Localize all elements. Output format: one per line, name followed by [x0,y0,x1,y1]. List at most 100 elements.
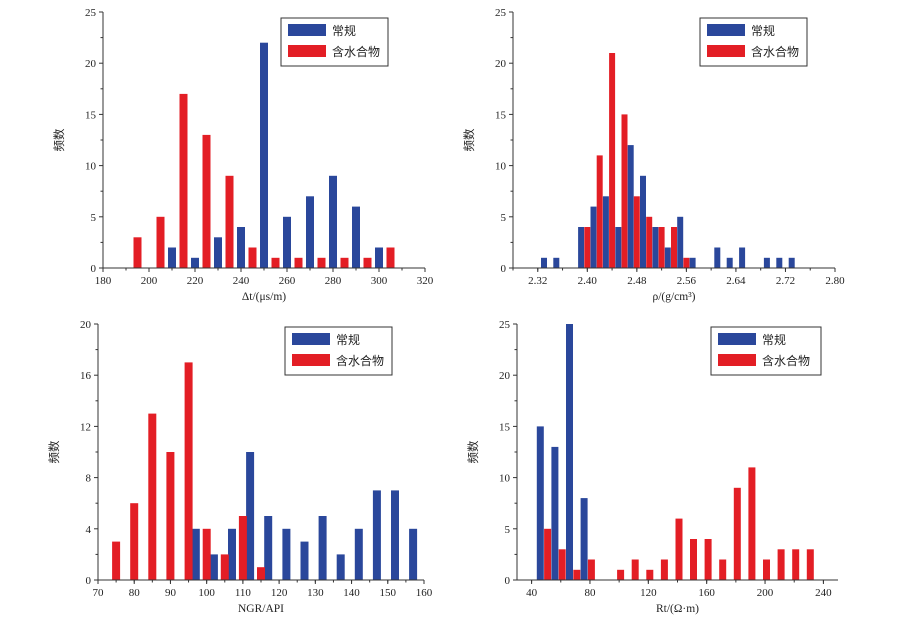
bar-series1 [228,528,236,580]
y-tick-label: 10 [85,161,97,173]
bar-series2 [587,559,595,580]
x-tick-label: 90 [165,587,177,599]
legend-swatch [288,24,326,36]
legend-label: 含水合物 [336,353,384,368]
x-tick-label: 240 [233,275,250,287]
y-tick-label: 12 [80,421,91,433]
bar-series1 [553,257,560,268]
x-tick-label: 2.32 [528,275,547,287]
bar-series2 [763,559,770,580]
x-tick-label: 320 [417,275,434,287]
y-axis-label: 频数 [466,440,480,463]
bar-series1 [282,528,291,580]
bar-series1 [788,257,795,268]
y-tick-label: 5 [501,212,507,224]
x-tick-label: 300 [371,275,388,287]
x-tick-label: 2.64 [726,275,746,287]
x-tick-label: 180 [95,275,112,287]
y-tick-label: 16 [80,370,92,382]
x-tick-label: 200 [141,275,158,287]
y-tick-label: 20 [495,58,507,70]
y-tick-label: 20 [80,319,92,331]
bar-series2 [660,559,668,580]
bar-series1 [329,175,337,268]
x-axis-label: ρ/(g/cm³) [652,291,695,303]
x-tick-label: 150 [380,587,397,599]
bar-series1 [168,247,176,268]
bar-series1 [776,257,783,268]
legend-swatch [292,354,330,366]
bar-series1 [536,426,544,580]
y-axis-label: 频数 [47,440,61,463]
bar-series2 [238,516,247,580]
y-tick-label: 15 [499,421,511,433]
bar-series1 [714,247,721,268]
bar-series1 [551,446,559,580]
bar-series1 [214,237,222,268]
bar-series1 [300,541,309,580]
y-tick-label: 8 [86,473,92,485]
x-tick-label: 120 [640,587,657,599]
legend-label: 常规 [762,332,786,347]
bar-series2 [386,247,395,268]
bar-series2 [130,503,139,580]
y-tick-label: 5 [91,212,97,224]
bar-series2 [220,554,229,580]
y-tick-label: 4 [86,524,92,536]
bar-series1 [566,324,573,580]
bar-series1 [336,554,345,580]
bar-series2 [719,559,727,580]
bar-series2 [544,528,552,580]
x-tick-label: 2.80 [825,275,845,287]
x-tick-label: 220 [187,275,204,287]
x-tick-label: 130 [307,587,324,599]
bar-series2 [621,114,628,269]
legend-swatch [718,354,756,366]
bar-series1 [191,528,200,580]
bar-series2 [271,257,280,268]
bar-series1 [726,257,733,268]
bar-series1 [689,257,696,268]
x-tick-label: 160 [698,587,715,599]
bar-series2 [690,539,697,580]
bar-series2 [748,467,756,580]
bar-series2 [166,452,175,580]
bar-series2 [363,257,372,268]
bar-series1 [652,227,659,268]
bar-series2 [340,257,349,268]
x-tick-label: 100 [198,587,215,599]
bar-series1 [763,257,770,268]
bar-series1 [602,196,609,268]
x-tick-label: 140 [343,587,360,599]
bar-series1 [640,175,646,268]
x-tick-label: 2.40 [578,275,598,287]
bar-series1 [541,257,547,268]
y-tick-label: 20 [499,370,511,382]
bar-series2 [704,539,712,580]
legend-swatch [707,45,745,57]
x-tick-label: 110 [235,587,252,599]
bar-series2 [609,53,616,268]
y-tick-label: 25 [499,319,511,331]
x-tick-label: 240 [815,587,832,599]
y-tick-label: 15 [85,109,97,121]
legend-label: 含水合物 [762,353,810,368]
y-tick-label: 15 [495,109,507,121]
legend-swatch [292,333,330,345]
x-tick-label: 2.56 [677,275,697,287]
bar-series1 [739,247,746,268]
x-tick-label: 40 [526,587,538,599]
bar-series2 [317,257,326,268]
bar-series1 [191,257,199,268]
y-axis-label: 频数 [462,128,476,151]
y-tick-label: 25 [495,7,507,19]
x-tick-label: 200 [757,587,774,599]
x-tick-label: 2.48 [627,275,647,287]
x-tick-label: 260 [279,275,296,287]
bar-series1 [627,145,634,268]
bar-series2 [631,559,639,580]
bar-series2 [671,227,677,268]
